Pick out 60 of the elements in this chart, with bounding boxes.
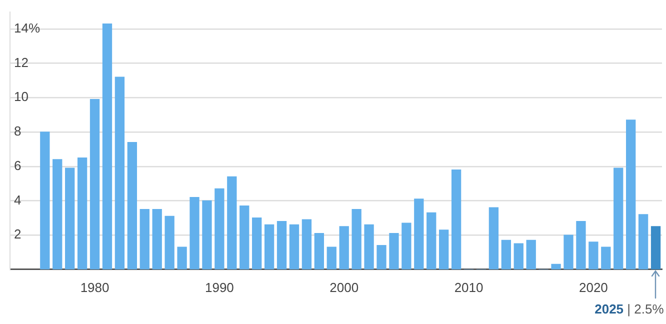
y-tick-label: 14% (14, 20, 40, 36)
bar (52, 159, 62, 270)
bar (576, 220, 586, 270)
bar (402, 222, 412, 270)
y-tick-label: 6 (14, 158, 22, 173)
bar (451, 169, 462, 270)
bar (352, 208, 362, 270)
y-tick-label: 12 (14, 54, 28, 70)
bar (164, 216, 174, 270)
bar (588, 242, 598, 270)
bar (202, 200, 212, 270)
bar (152, 208, 162, 270)
bar (650, 226, 661, 270)
bar (264, 224, 274, 270)
bar (526, 240, 536, 270)
bar (302, 219, 312, 270)
bar (614, 168, 624, 270)
bar (177, 246, 187, 270)
bar (190, 196, 200, 270)
text: 2025 | 2.5% (594, 301, 664, 316)
bar (127, 142, 137, 270)
bar (626, 120, 636, 270)
y-tick-label: 2 (14, 226, 22, 242)
bar (638, 214, 648, 270)
x-tick-label: 1980 (80, 280, 110, 295)
bar (252, 218, 262, 270)
bar (214, 188, 224, 270)
bar (227, 176, 237, 270)
y-tick-label: 4 (14, 192, 22, 208)
y-tick-label: 8 (14, 124, 22, 139)
bar (289, 224, 300, 270)
bar (551, 264, 561, 270)
bar (77, 157, 88, 270)
bar (90, 99, 100, 270)
bar (65, 168, 75, 270)
bar (426, 212, 436, 270)
bar (601, 246, 611, 270)
bar (514, 243, 524, 270)
bar (364, 224, 374, 270)
bar (114, 76, 125, 270)
x-tick-label: 2000 (330, 280, 359, 295)
x-tick-label: 1990 (204, 280, 234, 295)
y-tick-label: 10 (14, 89, 28, 104)
bar (276, 220, 287, 270)
x-tick-label: 2010 (454, 280, 484, 295)
bar (140, 208, 150, 270)
bar (339, 226, 349, 270)
bar (102, 23, 112, 270)
bar (501, 240, 511, 270)
bar (40, 132, 50, 270)
bar (376, 245, 386, 270)
bar (414, 198, 424, 270)
bar (326, 246, 336, 270)
bar (314, 233, 324, 270)
bar (439, 230, 449, 270)
bar (240, 206, 250, 270)
bar (564, 234, 574, 270)
x-tick-label: 2020 (578, 280, 608, 295)
bar (488, 207, 499, 270)
bar (389, 233, 399, 270)
